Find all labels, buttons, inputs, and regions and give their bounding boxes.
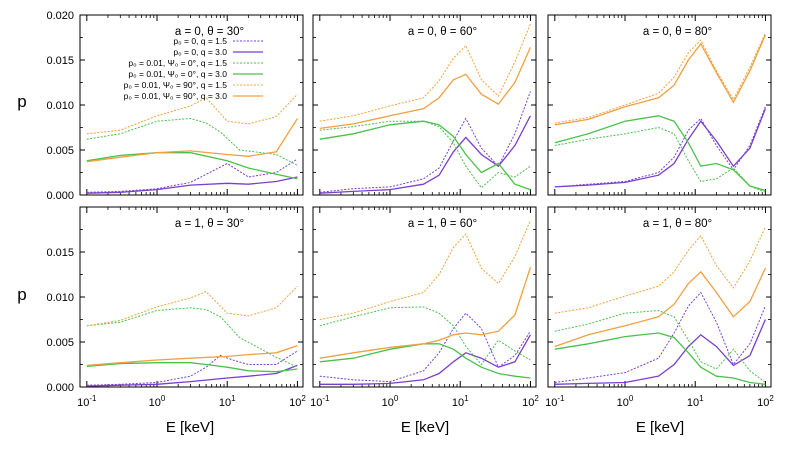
panel-1: 0.000 0.005 0.010 0.015 0.020 a = 0, θ = 30° — [46, 10, 304, 202]
x-tick-label: 102 — [757, 394, 774, 409]
x-tick-label: 102 — [289, 394, 306, 409]
series-line-orange-dashed — [86, 285, 298, 327]
y-tick-label: 0.010 — [46, 292, 74, 304]
panel-6: 10-1 100 101 102 a = 1, θ = 80° — [545, 206, 774, 409]
panel-title: a = 0, θ = 60° — [408, 26, 477, 38]
series-line-green-dashed — [554, 126, 766, 193]
y-axis-label-bottom: p — [17, 285, 26, 304]
x-tick-label: 100 — [382, 394, 399, 409]
series-line-purple-dashed — [319, 91, 531, 193]
panel-title: a = 0, θ = 30° — [175, 26, 244, 38]
series-line-orange-solid — [86, 344, 298, 367]
series-line-orange-solid — [86, 118, 298, 163]
legend-label: p₀ = 0, q = 3.0 — [173, 47, 227, 57]
panel-5: 10-1 100 101 102 a = 1, θ = 60° — [310, 206, 539, 409]
series-line-orange-solid — [319, 47, 531, 130]
series-line-green-dashed — [86, 307, 298, 368]
y-tick-label: 0.005 — [46, 145, 74, 157]
y-tick-label: 0.015 — [46, 247, 74, 259]
panel-frame — [547, 206, 772, 388]
x-axis-label-1: E [keV] — [166, 419, 214, 436]
series-line-green-solid — [86, 362, 298, 373]
series-line-purple-dashed — [86, 350, 298, 386]
series-line-orange-solid — [554, 267, 766, 348]
series-line-green-solid — [86, 152, 298, 180]
panel-2: a = 0, θ = 60° — [312, 14, 537, 196]
legend-label: p₀ = 0.01, Ψ₀ = 0°, q = 1.5 — [128, 58, 227, 68]
series-line-green-solid — [319, 343, 531, 379]
panels-group: 0.000 0.005 0.010 0.015 0.020 a = 0, θ = 30° a… — [46, 10, 774, 409]
x-tick-label: 10-1 — [77, 394, 97, 409]
series-line-purple-solid — [86, 176, 298, 194]
x-tick-label: 100 — [617, 394, 634, 409]
series-line-orange-solid — [319, 267, 532, 359]
series-line-purple-dashed — [554, 106, 766, 188]
y-tick-label: 0.000 — [46, 382, 74, 394]
x-axis-label-3: E [keV] — [636, 419, 684, 436]
panel-3: a = 0, θ = 80° — [547, 14, 772, 196]
series-line-purple-dashed — [86, 158, 298, 193]
panel-title: a = 0, θ = 80° — [643, 26, 712, 38]
series-line-purple-solid — [86, 364, 298, 387]
panel-frame — [312, 206, 537, 388]
series-line-orange-dashed — [554, 32, 766, 124]
x-tick-label: 10-1 — [545, 394, 565, 409]
series-line-purple-solid — [319, 115, 531, 194]
x-tick-label: 101 — [452, 394, 469, 409]
panel-title: a = 1, θ = 80° — [643, 218, 712, 230]
y-tick-label: 0.005 — [46, 337, 74, 349]
y-tick-label: 0.020 — [46, 10, 74, 22]
y-tick-label: 0.015 — [46, 55, 74, 67]
series-line-green-solid — [554, 332, 766, 385]
x-axis-label-2: E [keV] — [401, 419, 449, 436]
series-line-orange-dashed — [319, 220, 531, 320]
series-line-purple-solid — [554, 319, 766, 385]
series-line-purple-dashed — [319, 312, 531, 383]
x-tick-label: 101 — [687, 394, 704, 409]
panel-title: a = 1, θ = 60° — [408, 218, 477, 230]
panel-title: a = 1, θ = 30° — [175, 218, 244, 230]
series-line-green-dashed — [319, 120, 531, 189]
x-tick-label: 10-1 — [310, 394, 330, 409]
series-line-purple-dashed — [554, 291, 766, 383]
panel-frame — [79, 14, 304, 196]
series-line-green-solid — [554, 115, 766, 192]
legend-label: p₀ = 0.01, Ψ₀ = 90°, q = 3.0 — [124, 91, 228, 101]
y-tick-label: 0.010 — [46, 100, 74, 112]
x-tick-label: 101 — [219, 394, 236, 409]
series-line-green-dashed — [554, 309, 766, 383]
y-tick-label: 0.000 — [46, 190, 74, 202]
series-line-purple-solid — [319, 334, 531, 385]
series-line-green-dashed — [86, 117, 298, 166]
panel-frame — [547, 14, 772, 196]
y-axis-label-top: p — [17, 92, 26, 111]
series-line-orange-solid — [554, 34, 766, 126]
series-line-orange-dashed — [554, 226, 766, 314]
panel-frame — [312, 14, 537, 196]
legend: p₀ = 0, q = 1.5p₀ = 0, q = 3.0p₀ = 0.01,… — [124, 36, 263, 101]
series-line-orange-dashed — [319, 23, 531, 122]
x-tick-label: 102 — [522, 394, 539, 409]
legend-label: p₀ = 0, q = 1.5 — [173, 36, 227, 46]
x-tick-label: 100 — [149, 394, 166, 409]
panel-4: 0.000 0.005 0.010 0.015 10-1 100 101 102 a = 1, … — [46, 206, 306, 409]
panel-frame — [79, 206, 304, 388]
series-line-orange-dashed — [86, 93, 298, 135]
series-line-green-solid — [319, 120, 531, 191]
series-line-green-dashed — [319, 306, 531, 366]
legend-label: p₀ = 0.01, Ψ₀ = 0°, q = 3.0 — [128, 69, 227, 79]
series-line-purple-solid — [554, 108, 767, 188]
legend-label: p₀ = 0.01, Ψ₀ = 90°, q = 1.5 — [124, 80, 228, 90]
